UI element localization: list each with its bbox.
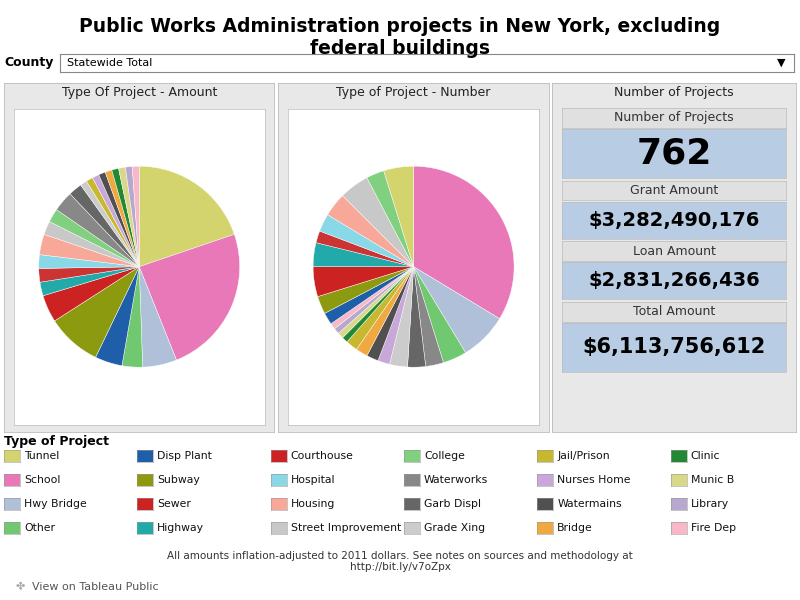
Text: Public Works Administration projects in New York, excluding
federal buildings: Public Works Administration projects in … [79,17,721,58]
Text: Loan Amount: Loan Amount [633,245,715,257]
Wedge shape [342,266,414,342]
Text: Hospital: Hospital [290,475,335,485]
Wedge shape [313,242,414,266]
Wedge shape [378,266,414,364]
Text: Number of Projects: Number of Projects [614,112,734,124]
Text: Tunnel: Tunnel [24,451,59,461]
Wedge shape [50,209,139,266]
Text: Grant Amount: Grant Amount [630,184,718,197]
Text: County: County [4,56,54,69]
Wedge shape [38,254,139,268]
Text: Clinic: Clinic [690,451,720,461]
Wedge shape [357,266,414,356]
Wedge shape [86,178,139,266]
Text: Grade Xing: Grade Xing [424,523,485,533]
Text: Housing: Housing [290,499,335,509]
Wedge shape [139,235,240,360]
Wedge shape [112,169,139,266]
Wedge shape [98,172,139,266]
Text: View on Tableau Public: View on Tableau Public [32,582,158,592]
Text: Jail/Prison: Jail/Prison [558,451,610,461]
Wedge shape [93,175,139,266]
Text: $6,113,756,612: $6,113,756,612 [582,337,766,358]
Wedge shape [139,166,234,266]
Wedge shape [132,166,139,266]
Wedge shape [347,266,414,349]
Wedge shape [342,178,414,266]
Text: College: College [424,451,465,461]
Text: Library: Library [690,499,729,509]
Text: Type of Project - Number: Type of Project - Number [337,86,490,99]
Text: Hwy Bridge: Hwy Bridge [24,499,86,509]
Wedge shape [414,266,466,362]
Text: Disp Plant: Disp Plant [158,451,212,461]
Text: Type Of Project - Amount: Type Of Project - Amount [62,86,217,99]
Text: Statewide Total: Statewide Total [67,58,153,68]
Text: Nurses Home: Nurses Home [558,475,631,485]
Wedge shape [318,266,414,313]
Text: Number of Projects: Number of Projects [614,86,734,99]
Text: ✤: ✤ [15,582,25,592]
Wedge shape [384,166,414,266]
Text: Street Improvement: Street Improvement [290,523,401,533]
Text: Sewer: Sewer [158,499,191,509]
Text: Garb Displ: Garb Displ [424,499,481,509]
Wedge shape [44,221,139,266]
Wedge shape [414,166,514,319]
Text: Other: Other [24,523,55,533]
Text: 762: 762 [636,137,712,170]
Wedge shape [126,166,139,266]
Wedge shape [70,185,139,266]
Wedge shape [313,266,414,296]
Wedge shape [81,181,139,266]
Wedge shape [38,266,139,282]
Wedge shape [139,266,177,367]
Text: School: School [24,475,60,485]
Wedge shape [338,266,414,338]
Text: $2,831,266,436: $2,831,266,436 [588,271,760,290]
Text: Waterworks: Waterworks [424,475,488,485]
Wedge shape [328,196,414,266]
Wedge shape [331,266,414,329]
Text: Watermains: Watermains [558,499,622,509]
Text: Courthouse: Courthouse [290,451,354,461]
Wedge shape [105,170,139,266]
Wedge shape [118,167,139,266]
Text: Fire Dep: Fire Dep [690,523,736,533]
Wedge shape [54,266,139,357]
Text: Highway: Highway [158,523,204,533]
Wedge shape [40,266,139,296]
Text: Total Amount: Total Amount [633,305,715,318]
Wedge shape [39,235,139,266]
Text: Munic B: Munic B [690,475,734,485]
Text: Bridge: Bridge [558,523,593,533]
Wedge shape [414,266,443,367]
Wedge shape [390,266,414,367]
Wedge shape [367,266,414,361]
Wedge shape [316,231,414,266]
Wedge shape [320,215,414,266]
Wedge shape [57,194,139,266]
Text: ▼: ▼ [777,58,786,68]
Wedge shape [325,266,414,324]
Text: Subway: Subway [158,475,200,485]
Wedge shape [407,266,426,367]
Text: Type of Project: Type of Project [4,435,109,448]
Wedge shape [367,171,414,266]
Wedge shape [122,266,142,367]
Text: $3,282,490,176: $3,282,490,176 [588,211,760,230]
Wedge shape [414,266,499,353]
Wedge shape [96,266,139,365]
Wedge shape [43,266,139,321]
Wedge shape [334,266,414,334]
Text: All amounts inflation-adjusted to 2011 dollars. See notes on sources and methodo: All amounts inflation-adjusted to 2011 d… [167,551,633,572]
